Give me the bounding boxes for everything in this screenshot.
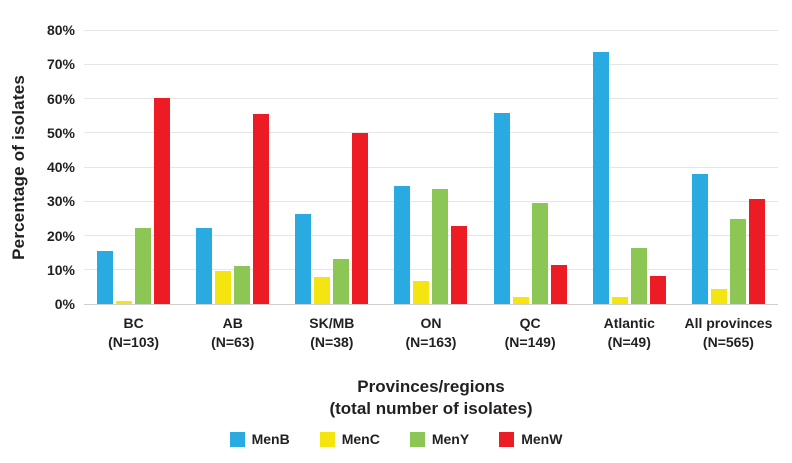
category-label-atlantic: Atlantic (N=49) <box>580 314 679 352</box>
gridline-60 <box>84 98 778 99</box>
bar-meny-sk-mb <box>333 258 350 304</box>
y-tick-label-30: 30% <box>46 193 75 210</box>
bar-menb-atlantic <box>592 52 609 304</box>
bar-menb-bc <box>97 250 114 304</box>
legend-item-menb: MenB <box>229 431 290 447</box>
bar-group-ab <box>183 30 282 304</box>
category-label-on: ON (N=163) <box>381 314 480 352</box>
category-name: BC <box>123 315 144 331</box>
bar-menw-atlantic <box>649 275 666 304</box>
gridline-10 <box>84 269 778 271</box>
category-n-count: (N=63) <box>211 333 255 350</box>
y-tick-label-40: 40% <box>46 159 75 175</box>
category-name: SK/MB <box>309 315 355 331</box>
bar-group-atlantic <box>580 30 679 304</box>
category-label-bc: BC (N=103) <box>84 314 183 352</box>
y-tick-label-0: 0% <box>54 296 75 312</box>
bar-meny-atlantic <box>630 248 647 304</box>
category-name: Atlantic <box>603 315 655 331</box>
gridline-50 <box>84 132 778 134</box>
category-name: QC <box>519 315 541 331</box>
legend-swatch-menb <box>229 431 245 447</box>
bar-group-all-provinces <box>679 30 778 304</box>
bar-menc-bc <box>116 300 133 304</box>
gridline-30 <box>84 200 778 202</box>
y-axis-title-text: Percentage of isolates <box>9 74 28 260</box>
x-axis-title-line1: Provinces/regions <box>357 377 505 396</box>
y-axis-title: Percentage of isolates <box>6 30 32 304</box>
x-axis-category-labels: BC (N=103) AB (N=63) SK/MB (N=38) ON (N=163) QC (… <box>84 314 778 352</box>
bar-menw-ab <box>253 113 270 304</box>
legend-item-meny: MenY <box>409 431 470 447</box>
y-tick-label-60: 60% <box>46 90 75 107</box>
legend-swatch-menc <box>319 431 335 447</box>
bar-group-bc <box>84 30 183 304</box>
gridline-70 <box>84 63 778 65</box>
gridline-40 <box>84 166 778 168</box>
category-label-sk-mb: SK/MB (N=38) <box>282 314 381 352</box>
y-tick-label-10: 10% <box>46 261 75 278</box>
bar-menb-sk-mb <box>295 213 312 304</box>
legend-item-menw: MenW <box>499 431 562 447</box>
category-name: All provinces <box>684 315 773 331</box>
bar-menw-sk-mb <box>352 132 369 304</box>
category-name: ON <box>420 315 442 331</box>
legend: MenB MenC MenY MenW <box>0 431 792 447</box>
bar-menw-bc <box>154 97 171 304</box>
bar-menb-ab <box>196 227 213 304</box>
y-tick-label-20: 20% <box>46 227 75 244</box>
category-n-count: (N=565) <box>702 333 754 350</box>
legend-label-meny: MenY <box>431 431 470 447</box>
gridline-20 <box>84 235 778 236</box>
bar-meny-all-provinces <box>729 218 746 304</box>
category-n-count: (N=38) <box>310 333 354 350</box>
bar-menw-qc <box>550 264 567 304</box>
y-tick-label-50: 50% <box>46 124 75 141</box>
bar-menb-all-provinces <box>691 173 708 304</box>
y-tick-label-70: 70% <box>46 56 75 73</box>
legend-label-menb: MenB <box>251 431 290 447</box>
bar-menc-on <box>413 281 430 304</box>
legend-item-menc: MenC <box>319 431 380 447</box>
bar-menw-all-provinces <box>748 198 765 304</box>
bar-menc-atlantic <box>611 297 628 304</box>
category-label-all-provinces: All provinces (N=565) <box>679 314 778 352</box>
gridline-80 <box>84 29 778 31</box>
bar-menb-on <box>394 186 411 304</box>
bar-group-sk-mb <box>282 30 381 304</box>
bar-groups <box>84 30 778 304</box>
bar-menb-qc <box>493 113 510 304</box>
bar-menc-qc <box>512 297 529 304</box>
category-label-qc: QC (N=149) <box>481 314 580 352</box>
legend-label-menw: MenW <box>521 431 563 447</box>
x-axis-title: Provinces/regions (total number of isola… <box>84 376 778 420</box>
bar-group-qc <box>481 30 580 304</box>
legend-label-menc: MenC <box>341 431 380 447</box>
bar-meny-bc <box>135 227 152 304</box>
x-axis-title-line2: (total number of isolates) <box>329 399 533 419</box>
bar-meny-on <box>432 188 449 304</box>
category-n-count: (N=49) <box>607 333 651 350</box>
bar-menc-sk-mb <box>314 276 331 304</box>
bar-meny-qc <box>531 202 548 304</box>
y-tick-label-80: 80% <box>46 22 75 38</box>
bar-menc-all-provinces <box>710 288 727 304</box>
category-n-count: (N=149) <box>504 333 556 350</box>
bar-menc-ab <box>215 271 232 304</box>
category-label-ab: AB (N=63) <box>183 314 282 352</box>
bar-meny-ab <box>234 265 251 304</box>
x-axis-baseline <box>84 303 778 305</box>
plot-area: 0% 10% 20% 30% 40% 50% 60% 70% 80% <box>47 22 778 312</box>
category-n-count: (N=163) <box>405 333 457 350</box>
legend-swatch-meny <box>409 431 425 447</box>
category-n-count: (N=103) <box>108 333 160 350</box>
bar-menw-on <box>451 226 468 304</box>
legend-swatch-menw <box>499 431 515 447</box>
bar-group-on <box>381 30 480 304</box>
category-name: AB <box>222 315 243 331</box>
